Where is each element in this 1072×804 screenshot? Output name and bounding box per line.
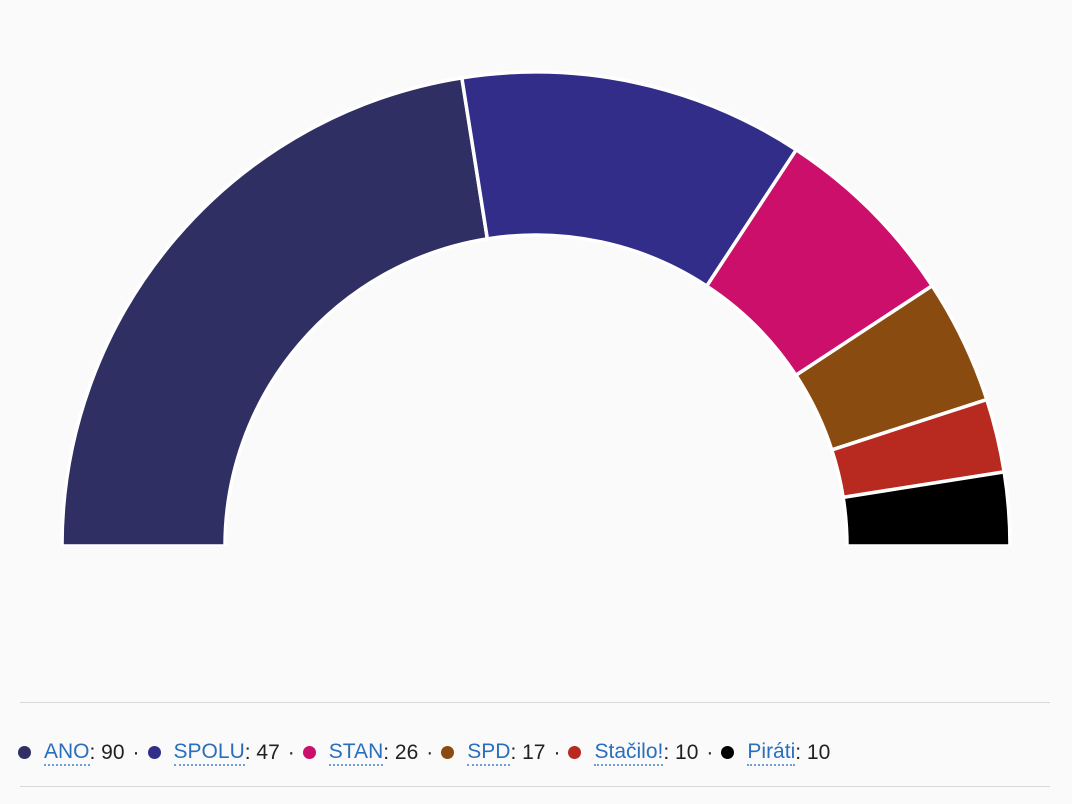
legend-swatch-icon (147, 746, 161, 760)
legend-seat-count: : 90 (89, 740, 125, 764)
legend-separator: · (287, 741, 295, 764)
legend-swatch-icon (721, 746, 735, 760)
legend-party-link[interactable]: Stačilo! (594, 740, 664, 767)
legend-party-link[interactable]: SPD (467, 740, 511, 767)
legend-seat-count: : 47 (244, 740, 280, 764)
legend-seat-count: : 10 (663, 740, 699, 764)
legend-item-sta-ilo: Stačilo!: 10 (568, 740, 699, 767)
legend-top-divider (20, 702, 1050, 703)
legend-separator: · (426, 741, 434, 764)
seat-segment-ano (60, 75, 490, 548)
legend-item-pir-ti: Piráti: 10 (721, 740, 831, 767)
legend-swatch-icon (302, 746, 316, 760)
legend-separator: · (553, 741, 561, 764)
legend-party-link[interactable]: STAN (328, 740, 384, 767)
legend-party-link[interactable]: Piráti (747, 740, 796, 767)
legend-seat-count: : 26 (383, 740, 419, 764)
legend-bottom-divider (20, 786, 1050, 787)
legend: ANO: 90 · SPOLU: 47 · STAN: 26 · SPD: 17 · Stači… (18, 737, 830, 769)
legend-swatch-icon (441, 746, 455, 760)
baseline-mask (0, 546, 1072, 560)
legend-seat-count: : 17 (510, 740, 546, 764)
parliament-chart (0, 72, 1072, 560)
legend-party-link[interactable]: ANO (44, 740, 90, 767)
legend-separator: · (132, 741, 140, 764)
legend-separator: · (706, 741, 714, 764)
legend-swatch-icon (18, 746, 31, 760)
legend-item-spd: SPD: 17 (441, 740, 546, 767)
legend-swatch-icon (568, 746, 582, 760)
legend-item-stan: STAN: 26 (302, 740, 419, 767)
legend-item-ano: ANO: 90 (18, 740, 125, 767)
legend-party-link[interactable]: SPOLU (173, 740, 245, 767)
legend-seat-count: : 10 (795, 740, 831, 764)
legend-item-spolu: SPOLU: 47 (147, 740, 280, 767)
